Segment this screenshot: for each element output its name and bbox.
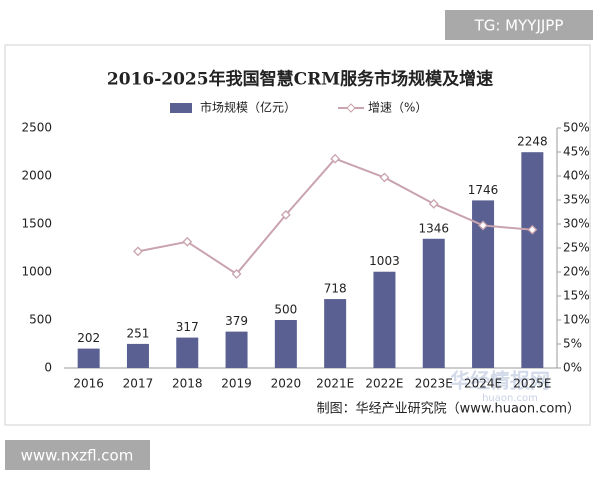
watermark-box: [5, 440, 150, 470]
y2-tick-label: 25%: [563, 241, 590, 255]
legend-label: 增速（%）: [368, 101, 427, 115]
bar: [521, 152, 544, 368]
bar-value-label: 1003: [369, 254, 400, 268]
growth-marker: [428, 198, 439, 209]
x-tick-label: 2024E: [464, 377, 502, 391]
bar-value-label: 1346: [418, 221, 449, 235]
legend-swatch: [170, 103, 192, 113]
y-tick-label: 2000: [21, 169, 52, 183]
y2-tick-label: 45%: [563, 145, 590, 159]
bar: [324, 299, 347, 368]
y2-tick-label: 40%: [563, 169, 590, 183]
bar-value-label: 379: [225, 314, 248, 328]
watermark: TG: MYYJJPP: [474, 17, 564, 35]
y2-tick-label: 0%: [563, 361, 582, 375]
bar-value-label: 718: [324, 282, 347, 296]
growth-marker: [280, 209, 291, 220]
x-tick-label: 2019: [221, 377, 252, 391]
y-tick-label: 2500: [21, 121, 52, 135]
growth-marker: [330, 153, 341, 164]
growth-marker: [478, 220, 488, 231]
source: 制图：华经产业研究院（www.huaon.com）: [317, 402, 580, 417]
growth-marker: [182, 236, 193, 247]
y2-tick-label: 15%: [563, 289, 590, 303]
watermark-box: [445, 10, 593, 40]
growth-marker: [379, 172, 390, 183]
y-tick-label: 1500: [21, 217, 52, 231]
growth-marker: [527, 224, 538, 235]
bar: [472, 200, 495, 368]
bar: [77, 348, 100, 368]
y2-tick-label: 35%: [563, 193, 590, 207]
x-tick-label: 2021E: [316, 377, 354, 391]
watermark: www.nxzfl.com: [21, 447, 134, 465]
x-tick-label: 2025E: [513, 377, 551, 391]
x-tick-label: 2022E: [365, 377, 403, 391]
y2-tick-label: 10%: [563, 313, 590, 327]
bar: [176, 337, 199, 368]
growth-marker: [133, 246, 143, 257]
y-tick-label: 0: [44, 361, 52, 375]
chart-title: 2016-2025年我国智慧CRM服务市场规模及增速: [107, 69, 493, 90]
y-tick-label: 500: [29, 313, 52, 327]
y2-tick-label: 50%: [563, 121, 590, 135]
x-tick-label: 2017: [123, 377, 154, 391]
bar: [422, 238, 445, 368]
x-tick-label: 2020: [271, 377, 302, 391]
bar: [126, 343, 149, 368]
legend-label: 市场规模（亿元）: [200, 100, 296, 115]
bar: [274, 320, 297, 368]
y2-tick-label: 5%: [563, 337, 582, 351]
growth-marker: [231, 269, 242, 279]
x-tick-label: 2023E: [415, 377, 453, 391]
brand-watermark: huaon.com: [482, 393, 538, 404]
bar-value-label: 202: [77, 331, 100, 345]
y2-tick-label: 20%: [563, 265, 590, 279]
bar-value-label: 317: [176, 320, 199, 334]
bar-value-label: 1746: [468, 183, 499, 197]
bar-value-label: 251: [126, 326, 149, 340]
bar-value-label: 2248: [517, 135, 548, 149]
y-tick-label: 1000: [21, 265, 52, 279]
legend-swatch: [346, 103, 356, 113]
y2-tick-label: 30%: [563, 217, 590, 231]
bar: [373, 271, 396, 368]
bar-value-label: 500: [274, 303, 297, 317]
brand-watermark: 华经情报网: [450, 369, 550, 393]
x-tick-label: 2016: [73, 377, 104, 391]
x-tick-label: 2018: [172, 377, 203, 391]
bar: [225, 331, 248, 368]
